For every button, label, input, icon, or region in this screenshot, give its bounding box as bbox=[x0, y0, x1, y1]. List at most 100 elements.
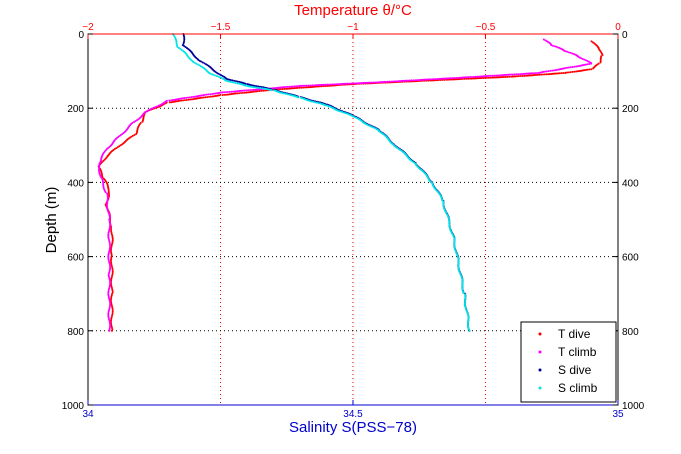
data-point bbox=[111, 270, 114, 273]
data-point bbox=[510, 75, 513, 78]
data-point bbox=[464, 300, 466, 303]
data-point bbox=[496, 74, 499, 77]
data-point bbox=[442, 200, 445, 203]
data-point bbox=[183, 37, 186, 40]
legend-marker bbox=[538, 368, 542, 372]
data-point bbox=[108, 280, 111, 283]
data-point bbox=[228, 78, 231, 81]
data-point bbox=[453, 237, 456, 240]
data-point bbox=[252, 86, 255, 89]
data-point bbox=[457, 259, 460, 262]
data-point bbox=[467, 316, 470, 319]
data-point bbox=[491, 76, 494, 79]
data-point bbox=[170, 101, 173, 104]
data-point bbox=[245, 89, 248, 92]
legend-marker bbox=[538, 332, 542, 336]
data-point bbox=[342, 111, 345, 114]
data-point bbox=[397, 147, 400, 150]
data-point bbox=[297, 96, 300, 99]
data-point bbox=[569, 66, 572, 69]
data-point bbox=[487, 76, 490, 79]
data-point bbox=[251, 85, 254, 88]
data-point bbox=[313, 84, 316, 87]
data-point bbox=[185, 98, 188, 101]
data-point bbox=[429, 181, 432, 184]
data-point bbox=[309, 84, 312, 87]
data-point bbox=[573, 70, 576, 73]
data-point bbox=[469, 76, 472, 79]
data-point bbox=[480, 77, 483, 80]
data-point bbox=[307, 86, 310, 89]
data-point bbox=[566, 50, 569, 53]
data-point bbox=[111, 240, 114, 243]
data-point bbox=[107, 313, 110, 316]
data-point bbox=[355, 82, 358, 85]
data-point bbox=[464, 294, 467, 297]
data-point bbox=[223, 91, 226, 94]
data-point bbox=[234, 92, 237, 95]
data-point bbox=[252, 84, 255, 87]
data-point bbox=[236, 92, 239, 95]
data-point bbox=[242, 89, 245, 92]
series-s-climb bbox=[171, 33, 471, 332]
data-point bbox=[207, 93, 210, 96]
data-point bbox=[511, 73, 514, 76]
data-point bbox=[110, 258, 113, 261]
data-point bbox=[233, 79, 236, 82]
data-point bbox=[205, 63, 208, 66]
data-point bbox=[176, 45, 179, 48]
data-point bbox=[461, 280, 464, 283]
x-axis-label: Salinity S(PSS−78) bbox=[289, 419, 417, 436]
data-point bbox=[234, 80, 237, 83]
data-point bbox=[110, 319, 113, 322]
legend-marker bbox=[538, 350, 542, 354]
data-point bbox=[352, 82, 355, 85]
data-point bbox=[550, 44, 553, 47]
legend-marker bbox=[538, 386, 542, 390]
data-point bbox=[215, 75, 218, 78]
data-point bbox=[111, 271, 114, 274]
data-point bbox=[491, 74, 494, 77]
data-point bbox=[392, 80, 395, 83]
data-point bbox=[135, 133, 138, 136]
data-point bbox=[110, 251, 113, 254]
top-tick-label: −2 bbox=[82, 22, 94, 33]
data-point bbox=[221, 75, 224, 78]
data-point bbox=[390, 80, 393, 83]
top-tick-label: 0 bbox=[615, 22, 621, 33]
data-point bbox=[461, 278, 464, 281]
data-point bbox=[551, 69, 554, 72]
data-point bbox=[110, 261, 113, 264]
data-point bbox=[241, 91, 244, 94]
data-point bbox=[244, 82, 247, 85]
data-point bbox=[542, 73, 545, 76]
data-point bbox=[209, 93, 212, 96]
data-point bbox=[489, 74, 492, 77]
data-point bbox=[464, 299, 467, 302]
data-point bbox=[108, 243, 111, 246]
data-point bbox=[279, 88, 282, 91]
data-point bbox=[586, 68, 589, 71]
data-point bbox=[254, 88, 257, 91]
data-point bbox=[284, 92, 287, 95]
data-point bbox=[448, 222, 451, 225]
data-point bbox=[200, 96, 203, 99]
data-point bbox=[286, 93, 289, 96]
data-point bbox=[370, 81, 373, 84]
data-point bbox=[285, 87, 288, 90]
data-point bbox=[182, 99, 185, 102]
data-point bbox=[567, 66, 570, 69]
data-point bbox=[474, 75, 477, 78]
data-point bbox=[159, 103, 162, 106]
data-point bbox=[214, 92, 217, 95]
data-point bbox=[562, 72, 565, 75]
data-point bbox=[569, 71, 572, 74]
data-point bbox=[522, 72, 525, 75]
data-point bbox=[110, 257, 113, 260]
data-point bbox=[261, 87, 264, 90]
data-point bbox=[457, 258, 460, 261]
data-point bbox=[104, 191, 107, 194]
data-point bbox=[190, 98, 193, 101]
data-point bbox=[263, 87, 266, 90]
data-point bbox=[329, 83, 332, 86]
